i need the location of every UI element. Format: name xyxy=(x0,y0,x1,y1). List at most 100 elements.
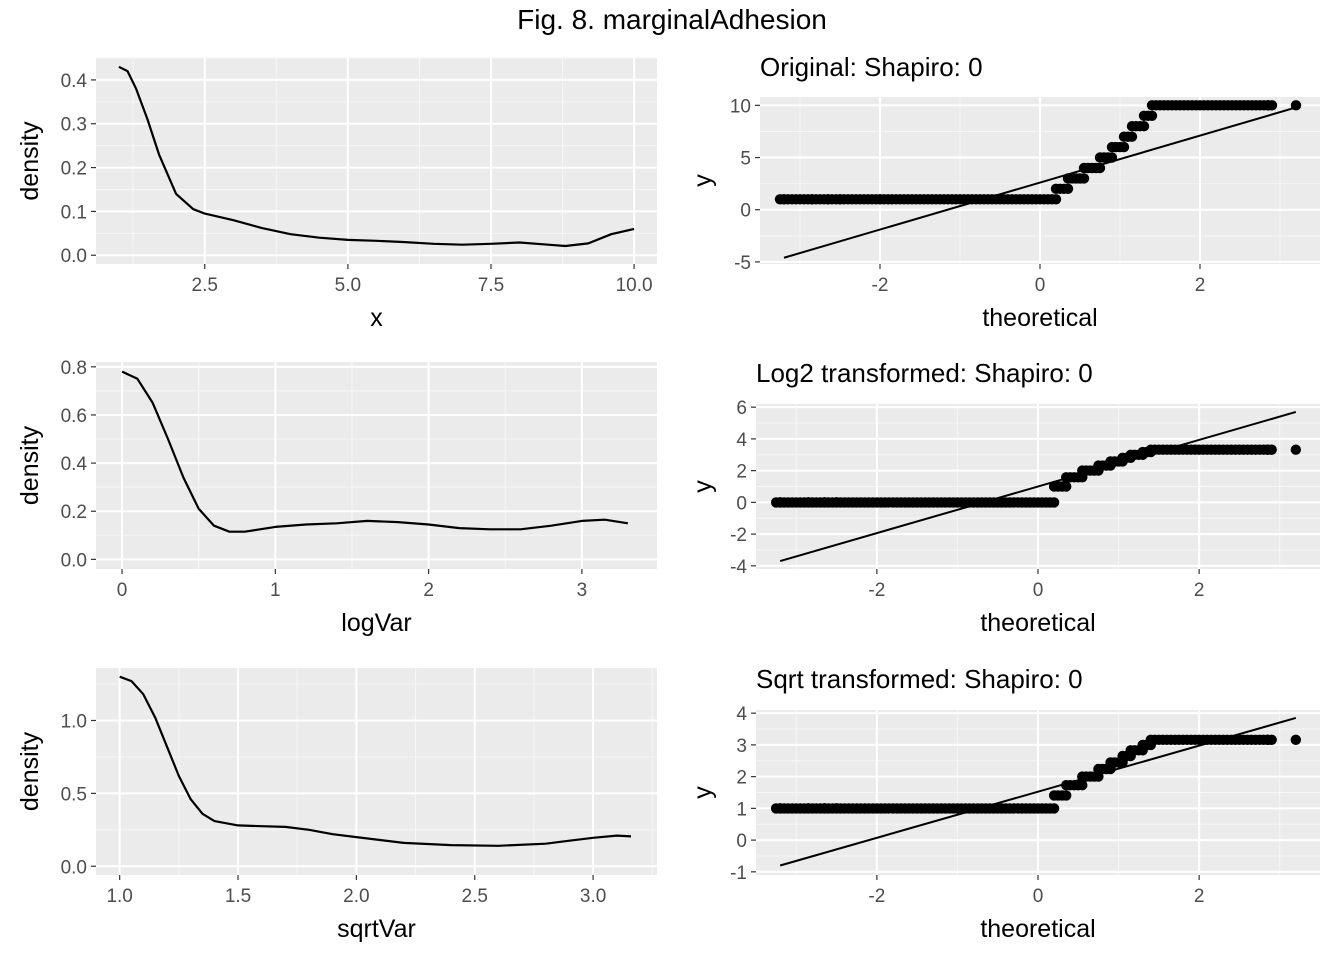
x-tick-label: 2 xyxy=(1195,275,1206,296)
x-axis-title: logVar xyxy=(341,609,411,637)
qq-point xyxy=(1146,110,1158,122)
qq-point xyxy=(1062,183,1074,194)
y-tick-label: 1.0 xyxy=(61,711,87,732)
x-tick-label: 1 xyxy=(270,580,281,601)
y-tick-label: 5 xyxy=(740,149,751,170)
x-tick-label: -2 xyxy=(868,580,885,601)
panel-3: 0 1 2 3 0.0 0.2 0.4 0.6 0.8 logVar density xyxy=(16,358,657,637)
qq-point xyxy=(834,194,846,205)
y-tick-label: 0 xyxy=(736,831,747,852)
qq-point xyxy=(803,497,814,508)
panel-6: -2 0 2 -1 0 1 2 3 4 theoretical y Sqrt transformed:… xyxy=(689,664,1320,943)
panel-title: Log2 transformed: Shapiro: 0 xyxy=(756,358,1093,388)
y-tick-label: 4 xyxy=(736,704,747,725)
y-tick-label: 0.0 xyxy=(61,246,87,267)
qq-point xyxy=(1290,444,1302,455)
panel-1: 2.5 5.0 7.5 10.0 0.0 0.1 0.2 0.3 0.4 x density xyxy=(16,57,657,332)
qq-point xyxy=(1290,734,1302,746)
y-axis-title: y xyxy=(689,174,717,187)
qq-point xyxy=(1048,803,1060,814)
y-tick-label: -5 xyxy=(734,253,751,274)
x-tick-label: 1.0 xyxy=(106,886,132,907)
y-tick-label: 0.4 xyxy=(61,454,88,475)
plot-background xyxy=(96,362,657,569)
x-tick-label: 3 xyxy=(577,580,588,601)
qq-point xyxy=(774,803,786,814)
qq-point xyxy=(1262,444,1273,455)
qq-point xyxy=(822,194,834,205)
x-tick-label: 2 xyxy=(1194,580,1205,601)
x-axis-title: theoretical xyxy=(980,609,1095,637)
y-tick-label: 0.6 xyxy=(61,406,87,427)
qq-point xyxy=(1262,100,1274,111)
qq-point xyxy=(1050,194,1062,205)
x-tick-label: -2 xyxy=(868,886,885,907)
y-tick-label: 0.2 xyxy=(61,159,87,180)
y-tick-label: 10 xyxy=(730,96,751,117)
qq-point xyxy=(1262,734,1273,746)
x-tick-label: 1.5 xyxy=(225,886,251,907)
plot-background xyxy=(96,668,657,875)
x-tick-label: 5.0 xyxy=(335,275,361,296)
qq-point xyxy=(831,497,842,508)
qq-point xyxy=(1077,780,1088,791)
qq-point xyxy=(774,497,786,508)
qq-points xyxy=(770,734,1302,814)
x-tick-label: 3.0 xyxy=(580,886,606,907)
qq-point xyxy=(803,803,814,814)
y-tick-label: -2 xyxy=(730,525,747,546)
panel-title: Sqrt transformed: Shapiro: 0 xyxy=(756,664,1083,694)
density-line xyxy=(119,675,632,847)
y-tick-label: 0.2 xyxy=(61,502,87,523)
x-tick-label: 0 xyxy=(1033,886,1044,907)
x-tick-label: 2.5 xyxy=(192,275,218,296)
y-axis-title: density xyxy=(16,425,44,505)
y-tick-label: 0.0 xyxy=(61,550,87,571)
y-tick-label: 0.4 xyxy=(61,71,88,92)
y-tick-label: 2 xyxy=(736,462,747,483)
qq-point xyxy=(1126,131,1138,142)
qq-point xyxy=(1061,481,1072,492)
figure-title: Fig. 8. marginalAdhesion xyxy=(517,4,827,35)
panel-2: -2 0 2 -5 0 5 10 theoretical y Original: Shapiro:… xyxy=(689,52,1320,332)
x-tick-label: 2 xyxy=(423,580,434,601)
qq-reference-line xyxy=(779,716,1297,867)
y-tick-label: 0.5 xyxy=(61,784,87,805)
y-tick-label: 3 xyxy=(736,736,747,757)
qq-point xyxy=(1078,173,1090,184)
plot-background xyxy=(96,58,657,264)
x-tick-label: 0 xyxy=(1033,580,1044,601)
y-axis-title: density xyxy=(16,121,44,201)
x-tick-label: 2.0 xyxy=(343,886,369,907)
qq-reference-line xyxy=(783,106,1297,259)
density-line xyxy=(118,65,635,248)
y-tick-label: -4 xyxy=(730,557,747,578)
qq-point xyxy=(1118,141,1130,153)
x-axis-title: theoretical xyxy=(980,915,1095,943)
qq-point xyxy=(1048,497,1060,508)
y-axis-title: y xyxy=(689,786,717,799)
x-tick-label: 2 xyxy=(1194,886,1205,907)
y-tick-label: 0 xyxy=(736,493,747,514)
y-tick-label: 0 xyxy=(740,201,751,222)
x-tick-label: 7.5 xyxy=(478,275,504,296)
y-tick-label: 0.0 xyxy=(61,857,87,878)
x-tick-label: -2 xyxy=(872,275,889,296)
x-tick-label: 0 xyxy=(117,580,128,601)
qq-point xyxy=(806,194,818,205)
qq-point xyxy=(1061,790,1072,801)
y-tick-label: 0.1 xyxy=(61,202,87,223)
panel-5: 1.0 1.5 2.0 2.5 3.0 0.0 0.5 1.0 sqrtVar density xyxy=(16,668,657,943)
x-axis-title: sqrtVar xyxy=(337,915,416,943)
density-line xyxy=(121,370,629,533)
y-tick-label: 0.8 xyxy=(61,358,87,379)
y-axis-title: y xyxy=(689,480,717,493)
y-tick-label: 2 xyxy=(736,768,747,789)
qq-reference-line xyxy=(779,410,1297,563)
panel-title: Original: Shapiro: 0 xyxy=(760,52,983,82)
qq-point xyxy=(778,194,790,205)
y-tick-label: -1 xyxy=(730,863,747,884)
qq-point xyxy=(831,803,842,814)
y-tick-label: 6 xyxy=(736,398,747,419)
